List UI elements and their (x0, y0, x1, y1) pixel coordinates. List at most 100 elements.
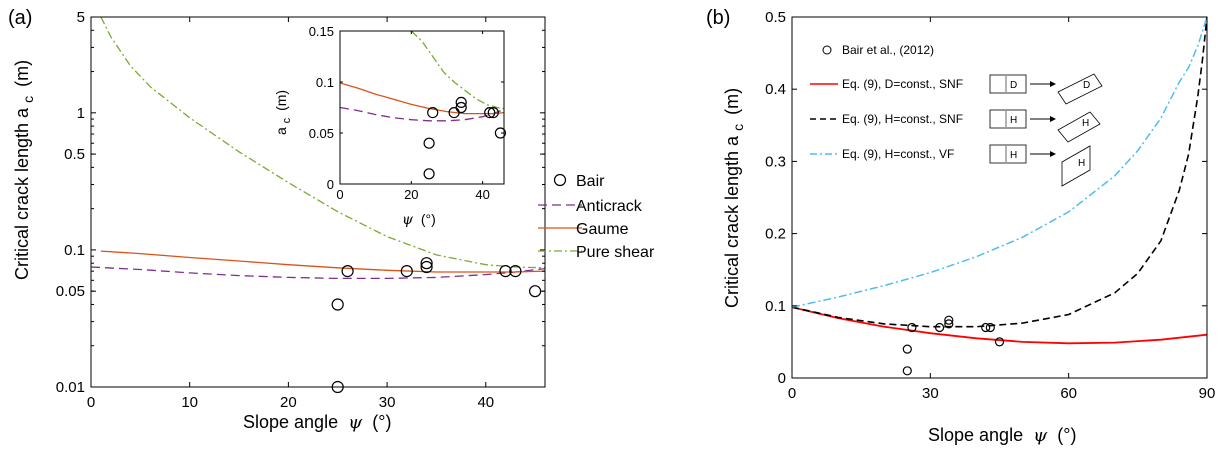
panel-b-bair-point (985, 322, 995, 333)
panel-a-inset-ytick-label: 0.15 (309, 24, 334, 39)
legend-a-gaume: Gaume (538, 221, 629, 238)
panel-a-bair-point (400, 265, 413, 278)
panel-b-xtick-label: 0 (788, 385, 796, 402)
panel-a-inset-bair-point (455, 101, 467, 114)
panel-b-bair-point (944, 319, 954, 329)
panel-a: (a) 0 10 20 30 40 0.01 0.05 0.1 0.5 1 5 Critical c… (8, 7, 655, 433)
panel-a-inset-ytick-label: 0.05 (309, 126, 334, 141)
legend-a-bair: Bair (553, 173, 605, 190)
panel-a-xtick-label: 20 (280, 394, 297, 411)
inset-ticks: 0 20 40 0 0.05 0.1 0.15 (309, 24, 504, 202)
panel-a-inset-xtick-label: 0 (336, 187, 343, 202)
schematic-h-snf-tilted-box (1057, 111, 1101, 143)
panel-b-marks (792, 17, 1207, 376)
svg-text:Critical crack length a: Critical crack length a c (m) (12, 60, 37, 280)
legend-a: Bair Anticrack Gaume Pure shear (538, 173, 655, 261)
schematic-h-vf-flat-box (989, 144, 1027, 164)
schematic-d-const-flat-box (989, 74, 1027, 94)
panel-b-ytick-label: 0.1 (765, 298, 786, 315)
legend-b-h-const-vf: Eq. (9), H=const., VF (810, 147, 954, 161)
panel-a-marks (91, 17, 545, 394)
legend-a-pure-shear-label: Pure shear (576, 244, 655, 261)
panel-a-xtick-label: 30 (379, 394, 396, 411)
panel-a-inset-xtick-label: 40 (475, 187, 489, 202)
panel-a-inset-xtick-label: 20 (404, 187, 418, 202)
schematic-h-const-vf: H H (989, 144, 1091, 187)
panel-b-series-eq-9-d-const-snf (792, 306, 1207, 345)
schematic-d-const-flat-label: D (1010, 80, 1017, 91)
schematic-h-snf-flat-label: H (1010, 115, 1017, 126)
panel-a-bair-point (528, 285, 542, 298)
svg-text:Slope angle ψ: Slope angle ψ (°) (928, 425, 1076, 446)
panel-b-xlabel: Slope angle ψ (°) (928, 425, 1076, 446)
panel-b-axes-box (791, 16, 1208, 379)
legend-a-pure-shear: Pure shear (538, 244, 655, 261)
panel-a-series-gaume (100, 250, 545, 273)
panel-a-ytick-label: 0.5 (64, 146, 85, 163)
panel-a-axes-box (90, 16, 546, 388)
schematic-d-const: D D (989, 73, 1103, 105)
panel-a-inset-bair-point (487, 106, 499, 119)
panel-b-series-eq-9-h-const-snf (792, 17, 1207, 328)
panel-a-inset-bair-point (427, 106, 439, 119)
panel-a-inset-bair-point (455, 96, 467, 109)
panel-b-bair-point (934, 322, 945, 333)
schematic-d-const-tilted-box (1057, 73, 1103, 105)
schematic-h-const-snf: H H (989, 109, 1101, 143)
legend-a-anticrack-label: Anticrack (576, 198, 643, 215)
svg-text:a c (m): a c (m) (273, 90, 293, 135)
legend-b-h-const-vf-label: Eq. (9), H=const., VF (842, 147, 954, 161)
legend-a-bair-marker (553, 173, 567, 187)
svg-text:Critical crack length a: Critical crack length a c (m) (722, 88, 747, 308)
panel-a-series-pure-shear (100, 17, 545, 269)
panel-b-xtick-label: 60 (1060, 385, 1077, 402)
schematic-d-const-tilted-label: D (1083, 80, 1090, 91)
panel-a-bair-point (420, 257, 433, 270)
panel-a-xlabel: Slope angle ψ (°) (243, 412, 391, 433)
legend-b-d-const-label: Eq. (9), D=const., SNF (842, 77, 963, 91)
legend-b-bair-label: Bair et al., (2012) (842, 43, 934, 57)
legend-b-bair-marker (822, 45, 832, 55)
panel-a-inset-bair-point (423, 168, 435, 180)
panel-b-bair-point (907, 322, 917, 333)
panel-b-bair-point (902, 344, 912, 354)
panel-a-inset-bair-point (484, 106, 496, 119)
schematic-h-vf-tilted-box (1061, 145, 1091, 187)
schematic-h-vf-tilted-label: H (1078, 158, 1085, 169)
panel-a-xtick-label: 10 (181, 394, 198, 411)
panel-a-ytick-label: 0.1 (64, 242, 85, 259)
legend-b-h-const-snf: Eq. (9), H=const., SNF (810, 112, 963, 126)
panel-a-bair-point (341, 265, 354, 278)
inset-marks (340, 31, 506, 180)
panel-b-bair-point (994, 337, 1005, 347)
panel-b-ytick-label: 0.2 (765, 226, 786, 243)
panel-b-ytick-label: 0.3 (765, 153, 786, 170)
panel-b-ytick-label: 0.5 (765, 9, 786, 26)
panel-a-bair-point (331, 298, 344, 311)
legend-b: Bair et al., (2012) Eq. (9), D=const., S… (810, 43, 1103, 187)
inset-xlabel: ψ (°) (402, 211, 436, 228)
schematic-h-snf-tilted-label: H (1082, 118, 1089, 129)
panel-a-ytick-label: 5 (77, 9, 85, 26)
panel-a-ylabel: Critical crack length a c (m) (12, 60, 37, 280)
panel-a-ytick-label: 0.05 (56, 283, 85, 300)
panel-a-label: (a) (8, 7, 32, 29)
panel-a-inset-ytick-label: 0.1 (316, 75, 334, 90)
legend-b-bair: Bair et al., (2012) (822, 43, 934, 57)
panel-b: (b) 0 30 60 90 0 0.1 0.2 0.3 0.4 0.5 Critical cra… (706, 7, 1215, 446)
panel-a-bair-point (420, 260, 433, 274)
panel-a-bair-point (509, 265, 522, 278)
legend-a-gaume-label: Gaume (576, 221, 629, 238)
panel-b-ylabel: Critical crack length a c (m) (722, 88, 747, 308)
inset-axes-box (339, 30, 505, 185)
schematic-h-vf-flat-label: H (1010, 150, 1017, 161)
panel-b-xtick-label: 30 (922, 385, 939, 402)
panel-a-inset-bair-point (494, 127, 506, 139)
panel-a-bair-point (499, 265, 512, 278)
panel-b-ytick-label: 0 (778, 370, 786, 387)
panel-a-ytick-label: 0.01 (56, 379, 85, 396)
schematic-h-snf-flat-box (989, 109, 1027, 129)
panel-a-inset-bair-point (423, 137, 435, 149)
panel-b-series-eq-9-h-const-vf (792, 17, 1207, 308)
panel-a-inset-ytick-label: 0 (327, 177, 334, 192)
